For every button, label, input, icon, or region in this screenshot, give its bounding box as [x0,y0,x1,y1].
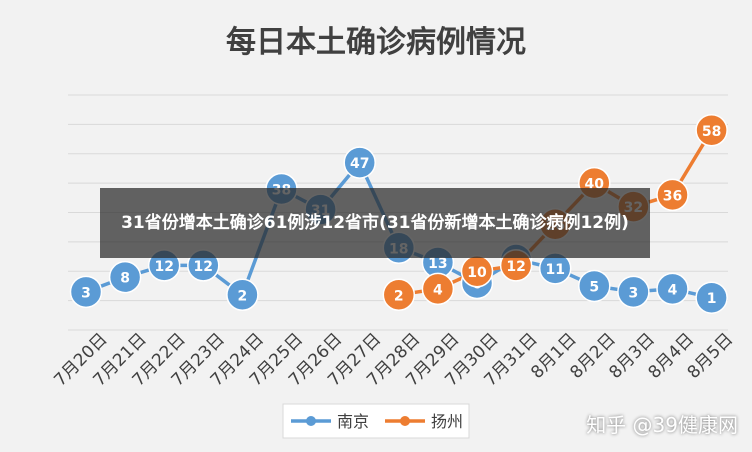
data-point [226,278,259,311]
data-label: 4 [668,282,678,298]
legend-label: 南京 [337,412,369,431]
data-label: 58 [702,124,721,140]
data-point [656,272,689,306]
data-label: 12 [154,259,173,275]
data-label: 47 [350,156,369,172]
data-label: 13 [428,256,447,272]
data-point [108,260,142,294]
data-point [695,281,728,314]
news-caption-text: 31省份增本土确诊61例涉12省市(31省份新增本土确诊病例12例) [121,213,629,233]
data-point [695,114,728,147]
x-tick-labels: 7月20日7月21日7月22日7月23日7月24日7月25日7月26日7月27日… [50,329,737,390]
news-caption-overlay: 31省份增本土确诊61例涉12省市(31省份新增本土确诊病例12例) [100,188,650,258]
data-label: 3 [629,285,639,301]
data-point [382,278,416,311]
data-point [656,178,689,212]
data-label: 2 [238,288,248,304]
legend-swatch-marker [306,416,316,426]
data-label: 11 [545,262,564,278]
legend-label: 扬州 [431,412,463,431]
legend: 南京 扬州 [282,403,470,439]
data-label: 12 [506,259,525,275]
watermark: 知乎 @39健康网 [586,413,738,437]
data-label: 3 [81,285,91,301]
data-label: 10 [467,265,487,281]
data-label: 5 [589,279,599,295]
data-label: 8 [120,271,130,287]
legend-swatch-marker [400,416,410,426]
data-point [578,269,611,303]
data-label: 4 [433,282,443,298]
data-label: 36 [663,188,682,204]
chart-title: 每日本土确诊病例情况 [226,25,526,60]
data-point [617,275,650,309]
data-label: 2 [394,288,404,304]
data-point [343,146,376,179]
data-point [421,272,455,306]
data-point [69,275,103,309]
data-label: 12 [194,259,213,275]
data-label: 1 [707,291,717,307]
